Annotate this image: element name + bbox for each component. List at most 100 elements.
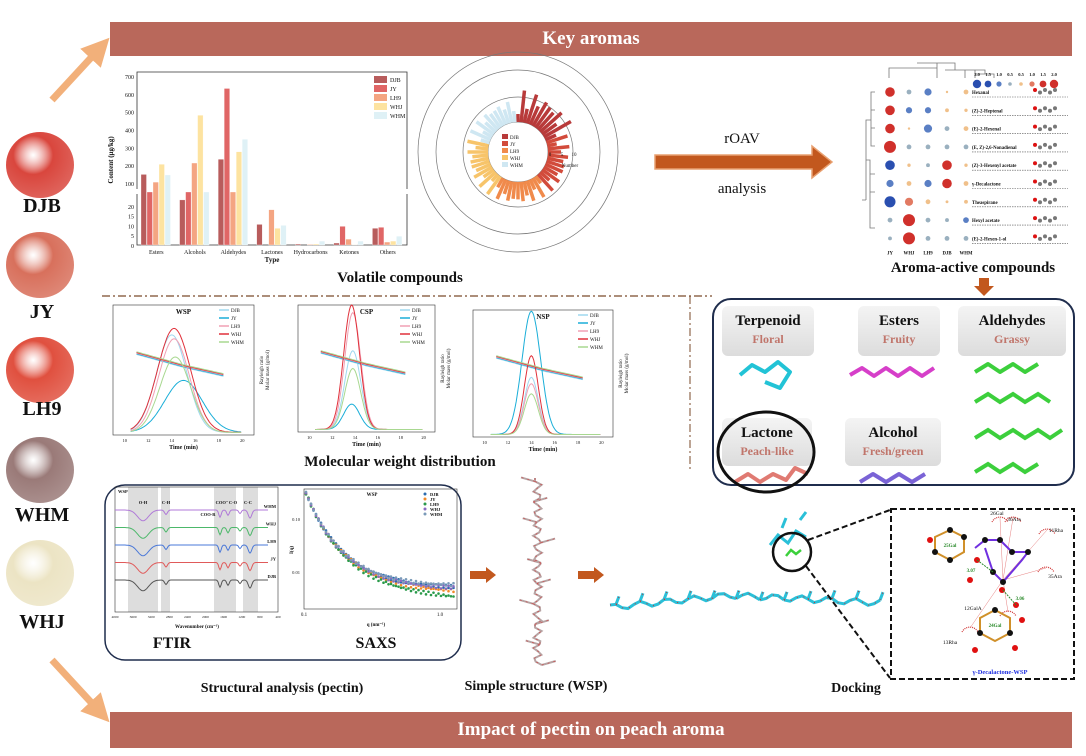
atom [947,557,953,563]
compound-structure-atom [1038,163,1042,168]
mw-x-tick: 10 [123,438,128,443]
mw-legend-label: DJB [231,309,241,314]
compound-structure-atom [1048,218,1052,223]
aroma-class-name: Aldehydes [979,313,1046,329]
aroma-class-note: Fresh/green [863,444,924,458]
saxs-point [434,594,438,597]
heatmap-dot [903,214,915,227]
bar-jy [223,88,230,246]
compound-structure-atom [1043,124,1047,129]
saxs-point [422,585,425,589]
saxs-point [427,586,430,590]
radial-legend-swatch [502,155,508,160]
mw-x-tick: 14 [170,438,175,443]
radial-bar [519,181,525,202]
radial-legend-swatch [502,162,508,167]
mw-panel-title: CSP [360,308,374,316]
radial-bar [496,177,505,189]
compound-label: Hexanal [972,91,990,96]
saxs-point [422,582,425,586]
mw-legend-label: LH9 [412,325,422,330]
compound-structure-atom [1048,145,1052,150]
ftir-band-label: C-O [229,500,238,505]
x-tick: Aldehydes [221,250,247,256]
saxs-point [359,567,363,570]
mw-y-left-label: Molar mass (g/mol) [266,350,271,390]
saxs-point [404,580,408,584]
atom [977,630,983,636]
ftir-band-label: COO-R [201,512,217,517]
compound-structure-atom [1043,179,1047,184]
saxs-point [407,587,410,590]
molar-mass-curve-djb [320,352,406,376]
residue-label: 35Ara [1048,574,1062,580]
radial-bar [482,168,495,179]
legend-swatch [374,76,387,83]
docking-title: γ-Decalactone-WSP [971,669,1027,676]
saxs-point [394,578,398,581]
radial-bar [469,129,492,142]
row-dendrogram [862,91,875,229]
compound-label: Theaspirane [972,201,998,206]
bar-lh9 [229,191,236,246]
radial-legend-swatch [502,141,508,146]
saxs-point [432,591,435,594]
aroma-class-card [958,306,1066,356]
heatmap-dot [907,163,911,167]
saxs-point [397,579,400,583]
atom [961,534,967,540]
radial-bar [511,181,517,200]
saxs-point [367,570,370,573]
heatmap-dot [963,126,969,131]
radial-bar [486,175,502,196]
radial-bar [522,108,529,124]
saxs-point [392,578,395,581]
legend-tick: 2.0 [1051,72,1057,77]
saxs-point [337,548,340,551]
mw-plot-frame [472,309,614,438]
saxs-point [359,565,363,568]
y-tick: 100 [125,182,134,188]
saxs-point [452,590,455,594]
saxs-point [409,585,413,589]
legend-tick: 1.5 [1040,72,1046,77]
structural-caption: Structural analysis (pectin) [201,681,364,696]
compound-structure-atom [1038,218,1042,223]
compound-structure-atom [1053,161,1057,166]
saxs-point [392,580,395,583]
saxs-point [424,581,428,585]
bar-djb [333,242,340,246]
bar-whm [203,191,210,246]
mw-legend-label: JY [590,322,596,327]
saxs-point [352,564,355,567]
ftir-x-tick: 800 [257,615,263,619]
saxs-point [374,575,378,579]
radial-bar [543,165,559,177]
heatmap-dot [963,181,969,186]
aroma-class-name: Alcohol [868,425,917,441]
saxs-point [429,593,433,597]
ftir-label: FTIR [153,635,192,652]
x-tick: Lactones [261,250,283,256]
bar-whm [241,139,248,246]
radial-bar [539,111,563,134]
bar-djb [140,174,147,246]
ftir-trace-label: WHM [264,504,277,509]
saxs-legend-label: WHJ [430,507,441,512]
mw-x-tick: 10 [307,435,312,440]
atom [947,527,953,533]
radial-bar [472,153,489,159]
radial-scale-tick: 5 [561,153,564,158]
compound-structure-atom [1043,216,1047,221]
zoom-line [805,565,891,679]
saxs-x-label: q (nm⁻¹) [367,622,386,628]
bar-whm [357,240,364,246]
radial-ring [462,96,574,208]
compound-structure-atom [1038,127,1042,132]
saxs-legend-label: JY [430,497,436,502]
molecule-aldehyde-icon [973,391,1052,405]
saxs-point [424,585,428,588]
y-tick: 400 [125,129,134,135]
legend-swatch [374,94,387,101]
